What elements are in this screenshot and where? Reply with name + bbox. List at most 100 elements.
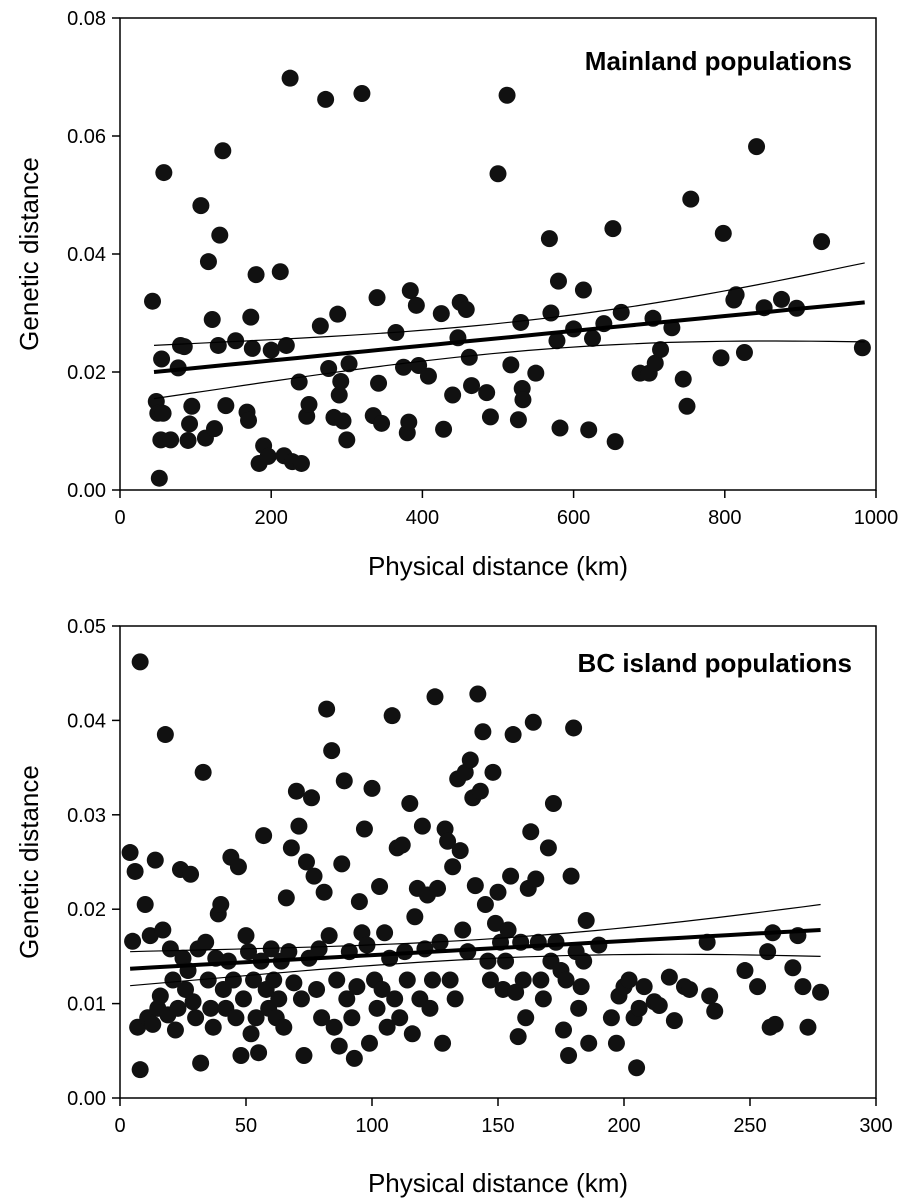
x-tick-label: 1000 — [854, 507, 899, 529]
data-point — [759, 943, 777, 961]
y-tick-label: 0.05 — [67, 616, 106, 638]
y-tick-label: 0.01 — [67, 994, 106, 1016]
data-point — [313, 1009, 331, 1027]
x-tick-label: 100 — [355, 1115, 388, 1137]
x-tick-label: 0 — [114, 1115, 125, 1137]
data-point — [469, 685, 487, 703]
data-point — [206, 420, 223, 438]
data-point — [247, 266, 265, 284]
data-point — [184, 993, 202, 1011]
data-point — [507, 983, 525, 1001]
data-point — [305, 867, 323, 885]
data-point — [234, 990, 252, 1008]
data-point — [514, 971, 532, 989]
data-point — [540, 230, 558, 248]
data-point — [612, 303, 630, 321]
data-point — [194, 763, 212, 781]
data-point — [584, 329, 601, 347]
data-point — [150, 469, 168, 487]
data-point — [748, 138, 766, 156]
data-point — [429, 879, 447, 897]
data-point — [124, 932, 142, 950]
y-tick-label: 0.04 — [67, 710, 106, 732]
data-point — [441, 971, 459, 989]
data-point — [151, 987, 169, 1005]
data-point — [466, 877, 484, 895]
data-point — [463, 377, 481, 395]
y-axis-title: Genetic distance — [14, 765, 44, 959]
data-point — [606, 433, 624, 451]
data-point — [426, 688, 444, 706]
data-point — [360, 1034, 378, 1052]
data-point — [209, 336, 227, 354]
mainland-panel: 0 200 400 600 800 1000 0.00 0.02 0.04 0.06 0.08 M… — [14, 8, 898, 581]
data-point — [474, 723, 492, 741]
data-point — [214, 142, 232, 160]
data-point — [551, 419, 569, 437]
data-point — [255, 827, 273, 845]
data-point — [338, 990, 356, 1008]
data-point — [461, 751, 479, 769]
regression-layer — [129, 903, 821, 987]
data-point — [242, 308, 260, 326]
data-point — [373, 414, 391, 432]
data-point — [368, 289, 386, 307]
data-point — [281, 69, 299, 87]
data-point — [237, 927, 255, 945]
data-point — [514, 391, 532, 409]
data-point — [335, 772, 353, 790]
data-point — [736, 962, 754, 980]
data-point — [395, 358, 412, 376]
data-point — [398, 971, 416, 989]
regression-line — [129, 928, 821, 971]
data-point — [539, 839, 557, 857]
x-tick-label: 250 — [733, 1115, 766, 1137]
x-tick-label: 200 — [255, 507, 288, 529]
data-point — [285, 974, 303, 992]
data-point — [373, 980, 391, 998]
data-point — [534, 990, 552, 1008]
data-point — [153, 350, 171, 368]
data-point — [504, 726, 522, 744]
data-point — [542, 304, 560, 322]
data-point — [131, 653, 149, 671]
y-axis: 0.00 0.02 0.04 0.06 0.08 — [67, 8, 120, 502]
x-tick-label: 0 — [114, 507, 125, 529]
data-point — [181, 415, 199, 433]
data-point — [197, 933, 215, 951]
data-point — [451, 842, 469, 860]
data-point — [393, 836, 411, 854]
bc-island-panel: 0 50 100 150 200 250 300 0.000.010.020.030.040… — [14, 616, 893, 1198]
data-point — [413, 817, 431, 835]
y-tick-label: 0.08 — [67, 8, 106, 30]
data-point — [652, 341, 670, 359]
x-tick-label: 300 — [859, 1115, 892, 1137]
data-point — [570, 999, 588, 1017]
data-point — [161, 940, 179, 958]
data-point — [460, 348, 478, 366]
y-tick-label: 0.04 — [67, 244, 106, 266]
data-point — [144, 292, 162, 310]
data-point — [259, 447, 277, 465]
y-tick-label: 0.00 — [67, 480, 106, 502]
data-point — [376, 924, 394, 942]
data-point — [328, 971, 346, 989]
data-point — [343, 1009, 361, 1027]
data-point — [177, 980, 195, 998]
data-point — [532, 971, 550, 989]
data-point — [712, 349, 730, 367]
data-point — [476, 895, 494, 913]
data-point — [646, 354, 664, 372]
point-layer — [121, 653, 830, 1079]
data-point — [650, 996, 668, 1014]
data-point — [580, 421, 598, 439]
data-point — [204, 1018, 222, 1036]
data-point — [517, 1009, 535, 1027]
data-point — [317, 90, 335, 108]
data-point — [706, 1002, 724, 1020]
data-point — [799, 1018, 817, 1036]
data-point — [334, 412, 352, 430]
data-point — [154, 921, 172, 939]
data-point — [794, 978, 812, 996]
data-point — [544, 794, 562, 812]
